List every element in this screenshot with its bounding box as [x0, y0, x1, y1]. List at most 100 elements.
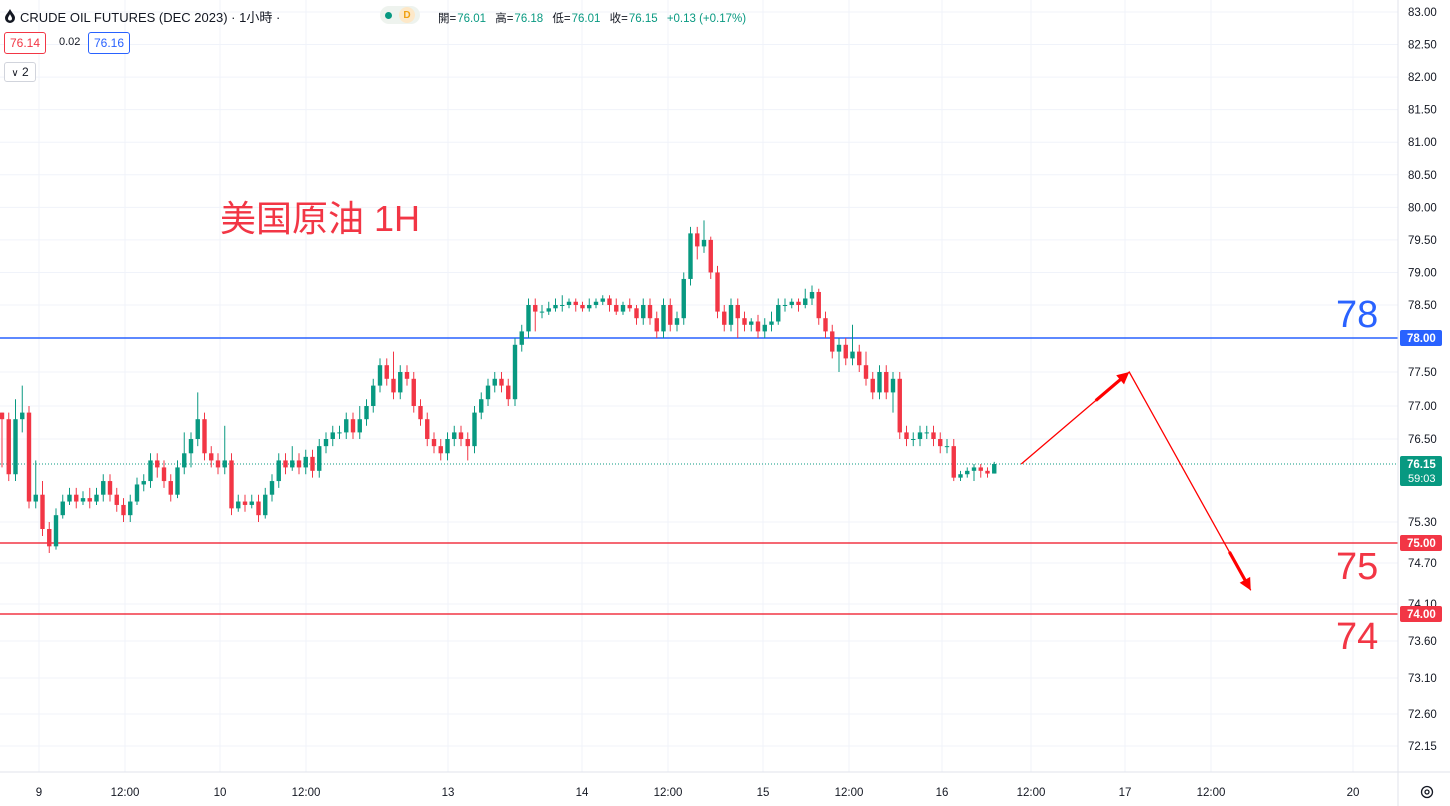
candle-down — [26, 412, 32, 502]
candle-down — [121, 504, 126, 516]
time-tick-label: 12:00 — [1017, 787, 1046, 799]
candle-up — [317, 446, 322, 471]
candle-down — [742, 318, 747, 325]
candle-down — [978, 467, 983, 471]
candle-up — [769, 321, 774, 325]
candle-down — [863, 365, 869, 379]
candle-up — [776, 305, 781, 322]
candle-up — [911, 439, 916, 440]
projection-path — [1020, 370, 1252, 591]
candle-down — [985, 470, 990, 474]
low-value: 76.01 — [571, 13, 601, 25]
candle-down — [107, 481, 113, 495]
candle-down — [209, 453, 214, 461]
candle-up — [53, 515, 59, 547]
candle-down — [74, 494, 79, 502]
candle-down — [708, 239, 713, 273]
indicators-toggle-button[interactable]: ∨ 2 — [4, 62, 36, 82]
level-75-label[interactable]: 75 — [1336, 546, 1379, 588]
candle-down — [283, 460, 288, 468]
candle-up — [13, 419, 18, 475]
time-tick-label: 12:00 — [111, 787, 140, 799]
price-tick-label: 81.00 — [1408, 137, 1437, 149]
symbol-title[interactable]: CRUDE OIL FUTURES (DEC 2023) · 1小時 · — [20, 9, 281, 25]
time-tick-label: 20 — [1347, 787, 1360, 799]
candle-up — [357, 419, 362, 433]
candle-up — [337, 432, 342, 434]
candle-up — [688, 233, 693, 279]
symbol-header[interactable]: CRUDE OIL FUTURES (DEC 2023) · 1小時 · — [4, 6, 280, 26]
open-label: 開= — [438, 13, 457, 25]
candle-up — [526, 305, 531, 332]
candle-down — [242, 501, 248, 505]
price-tick-label: 82.50 — [1408, 40, 1437, 52]
candle-up — [269, 481, 275, 495]
price-tick-label: 79.50 — [1408, 235, 1437, 247]
time-tick-label: 12:00 — [1197, 787, 1226, 799]
candle-up — [249, 501, 254, 505]
candle-up — [546, 308, 551, 312]
candle-down — [870, 378, 875, 393]
candle-up — [134, 484, 140, 502]
candle-down — [215, 460, 221, 468]
candle-up — [553, 305, 558, 309]
price-tick-label: 73.60 — [1408, 636, 1437, 648]
candle-up — [20, 412, 25, 420]
candle-down — [404, 372, 410, 379]
candle-up — [364, 406, 369, 420]
candle-down — [391, 378, 396, 393]
buy-price-button[interactable]: 76.16 — [88, 32, 131, 54]
candle-down — [499, 378, 504, 386]
candle-down — [425, 419, 430, 439]
change-value: +0.13 (+0.17%) — [666, 13, 747, 25]
settings-gear-icon[interactable] — [1419, 784, 1435, 800]
horizontal-lines[interactable] — [0, 337, 1398, 615]
candle-up — [890, 378, 896, 393]
time-tick-label: 13 — [442, 787, 455, 799]
candle-up — [519, 331, 524, 345]
candle-down — [202, 419, 207, 454]
candle-down — [647, 305, 653, 319]
candle-up — [850, 351, 855, 359]
candle-up — [371, 385, 376, 406]
candle-up — [566, 301, 572, 305]
candle-down — [755, 321, 761, 332]
candle-up — [701, 239, 707, 247]
time-tick-label: 10 — [214, 787, 227, 799]
price-tick-label: 83.00 — [1408, 7, 1437, 19]
level-78-label[interactable]: 78 — [1336, 294, 1379, 336]
time-tick-label: 9 — [36, 787, 42, 799]
grid — [0, 0, 1398, 772]
open-value: 76.01 — [457, 13, 486, 25]
candle-down — [155, 460, 160, 468]
candle-up — [141, 481, 146, 485]
last-price-tag-label: 76.15 — [1407, 459, 1436, 471]
candle-down — [87, 498, 92, 502]
candle-down — [296, 460, 302, 468]
candle-up — [917, 432, 923, 439]
price-tick-label: 77.00 — [1408, 401, 1437, 413]
candle-up — [377, 365, 383, 386]
level-74-label[interactable]: 74 — [1336, 616, 1379, 658]
sell-price-button[interactable]: 76.14 — [4, 32, 47, 54]
candle-up — [762, 324, 767, 332]
chart-title-note[interactable]: 美国原油 1H — [220, 198, 421, 239]
candle-down — [614, 305, 619, 312]
candle-down — [114, 494, 119, 505]
candle-up — [148, 460, 153, 482]
last-price-tag — [1400, 456, 1442, 486]
candle-down — [796, 301, 801, 305]
candle-up — [958, 474, 963, 478]
candle-up — [188, 439, 194, 454]
price-tick-label: 79.00 — [1408, 267, 1437, 279]
candle-down — [627, 305, 632, 309]
candle-up — [303, 456, 308, 468]
candle-up — [803, 298, 808, 305]
candle-up — [789, 301, 794, 305]
projection-arrow[interactable] — [1020, 370, 1252, 591]
candle-up — [323, 439, 329, 447]
visibility-toggle[interactable]: D — [380, 6, 420, 24]
candle-down — [418, 406, 423, 420]
candle-down — [830, 331, 835, 352]
